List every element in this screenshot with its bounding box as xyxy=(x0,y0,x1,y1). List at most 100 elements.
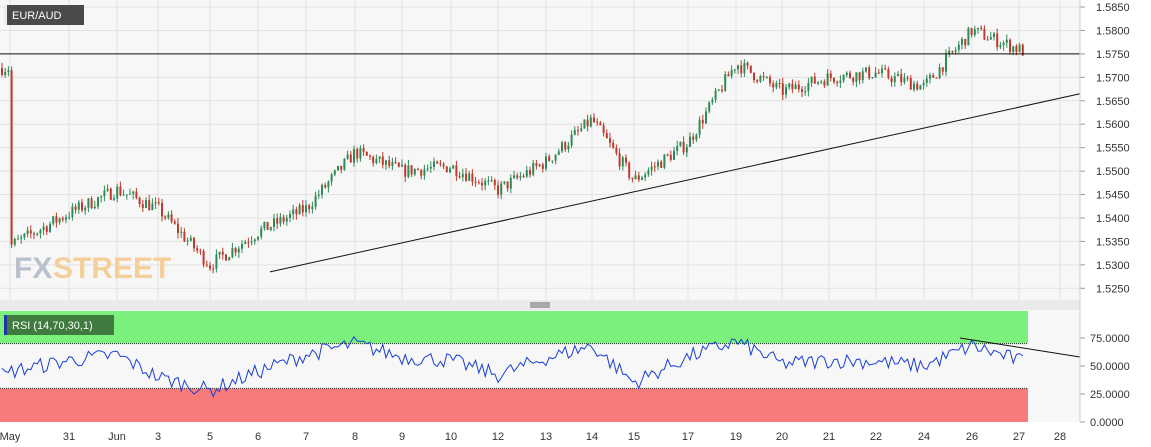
candle-body xyxy=(769,77,771,84)
candle-body xyxy=(33,233,35,235)
candle-body xyxy=(625,157,627,163)
x-tick-label: 31 xyxy=(63,431,75,443)
candle-body xyxy=(647,170,650,175)
price-tick-label: 1.5750 xyxy=(1096,49,1130,61)
candle-body xyxy=(209,265,211,269)
candle-body xyxy=(701,119,704,124)
candle-body xyxy=(429,166,432,169)
candle-body xyxy=(887,69,890,78)
pane-resize-handle-icon[interactable] xyxy=(530,302,550,308)
candle-body xyxy=(141,204,144,208)
x-tick-label: 15 xyxy=(628,431,640,443)
candle-body xyxy=(321,184,323,195)
symbol-badge: EUR/AUD xyxy=(4,5,84,25)
candle-body xyxy=(557,151,560,155)
candle-body xyxy=(637,175,640,180)
candle-body xyxy=(839,80,842,83)
candle-body xyxy=(266,221,269,230)
candle-body xyxy=(564,142,567,150)
candle-body xyxy=(746,62,749,66)
candle-body xyxy=(417,169,419,171)
candle-body xyxy=(394,162,397,164)
candle-body xyxy=(593,117,595,122)
candle-body xyxy=(487,180,490,182)
candle-body xyxy=(154,202,157,204)
candle-body xyxy=(820,81,823,83)
x-tick-label: 9 xyxy=(399,431,405,443)
rsi-tick-label: 75.0000 xyxy=(1090,333,1130,345)
candle-body xyxy=(42,226,45,231)
candle-body xyxy=(500,183,503,195)
candle-body xyxy=(961,39,963,45)
candle-body xyxy=(781,83,784,95)
candle-body xyxy=(935,77,938,79)
candle-body xyxy=(644,174,647,178)
candle-body xyxy=(81,202,83,211)
candle-body xyxy=(113,198,115,200)
candle-body xyxy=(945,54,947,72)
candle-body xyxy=(337,165,339,171)
symbol-label: EUR/AUD xyxy=(12,10,62,22)
candle-body xyxy=(215,254,218,269)
candle-body xyxy=(305,205,307,213)
rsi-label: RSI (14,70,30,1) xyxy=(12,320,93,332)
candle-body xyxy=(353,149,355,163)
x-axis-ticks: May 31 Jun 3 5 6 7 8 9 10 12 13 14 15 17 19 20 21 22 24 26 27… xyxy=(0,431,1066,443)
candle-body xyxy=(439,163,442,165)
candle-body xyxy=(580,128,583,131)
price-tick-label: 1.5350 xyxy=(1096,236,1130,248)
candle-body xyxy=(237,248,240,253)
candle-body xyxy=(375,159,378,164)
candle-body xyxy=(282,216,285,222)
candle-body xyxy=(868,67,871,79)
candle-body xyxy=(68,216,71,218)
price-tick-label: 1.5800 xyxy=(1096,25,1130,37)
candle-body xyxy=(77,202,80,210)
rsi-tick-label: 0.0000 xyxy=(1090,417,1124,429)
candle-body xyxy=(577,130,579,132)
candle-body xyxy=(676,145,679,151)
candle-body xyxy=(669,154,672,160)
candle-body xyxy=(743,62,746,74)
candle-body xyxy=(506,181,509,189)
candle-body xyxy=(289,214,291,219)
candle-body xyxy=(612,142,615,148)
candle-body xyxy=(807,82,810,92)
candle-body xyxy=(740,65,743,74)
candle-body xyxy=(858,72,861,81)
candle-body xyxy=(183,231,186,242)
candle-body xyxy=(228,257,231,261)
candle-body xyxy=(173,221,176,224)
candle-body xyxy=(836,81,839,83)
candle-body xyxy=(260,228,263,237)
candle-body xyxy=(852,77,855,82)
candle-body xyxy=(148,200,151,211)
price-tick-label: 1.5550 xyxy=(1096,143,1130,155)
candle-body xyxy=(327,181,330,188)
candle-body xyxy=(445,166,448,173)
price-tick-label: 1.5250 xyxy=(1096,283,1130,295)
candle-body xyxy=(749,65,752,73)
candle-body xyxy=(810,76,813,83)
candle-body xyxy=(196,248,199,251)
price-tick-label: 1.5300 xyxy=(1096,260,1130,272)
candle-body xyxy=(308,205,311,210)
candle-body xyxy=(721,89,723,91)
candle-body xyxy=(193,237,195,249)
candle-body xyxy=(737,65,739,70)
candle-body xyxy=(973,29,976,35)
candle-body xyxy=(493,180,496,186)
candle-body xyxy=(420,169,423,176)
x-tick-label: 13 xyxy=(540,431,552,443)
candle-body xyxy=(87,198,90,208)
candle-body xyxy=(273,218,275,227)
candle-body xyxy=(999,45,1002,48)
candle-body xyxy=(775,83,778,88)
rsi-oversold-zone xyxy=(0,388,1028,422)
candle-body xyxy=(753,72,755,81)
candle-body xyxy=(49,223,51,232)
x-tick-label: 22 xyxy=(870,431,882,443)
candle-body xyxy=(522,176,525,178)
candle-body xyxy=(29,230,32,234)
candle-body xyxy=(570,134,573,146)
